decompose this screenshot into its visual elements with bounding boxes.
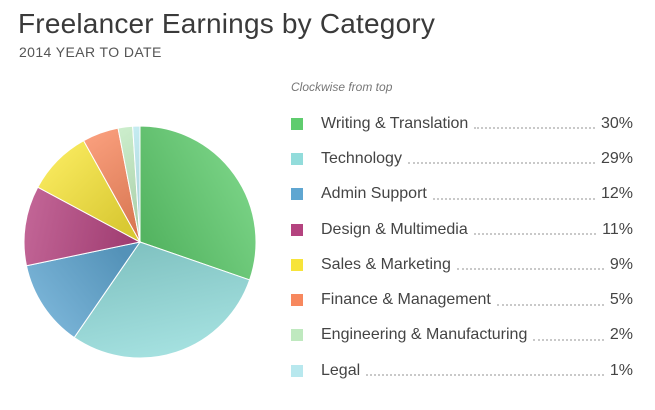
legend-swatch bbox=[291, 188, 303, 201]
legend-percent: 1% bbox=[609, 361, 633, 379]
pie-slice-admin-support bbox=[25, 241, 142, 339]
legend-item-engineering-and-manufacturing: Engineering & Manufacturing 2% bbox=[291, 318, 633, 353]
legend-item-finance-and-management: Finance & Management 5% bbox=[291, 282, 633, 317]
legend-item-admin-support: Admin Support 12% bbox=[291, 177, 633, 212]
legend-percent: 2% bbox=[609, 326, 633, 344]
legend-swatch bbox=[291, 364, 303, 377]
legend-swatch bbox=[291, 117, 303, 130]
pie-slice-legal bbox=[132, 125, 141, 243]
legend-swatch bbox=[291, 329, 303, 342]
legend: Writing & Translation 30% Technology 29% Adm… bbox=[291, 106, 633, 388]
legend-label: Writing & Translation bbox=[321, 114, 469, 132]
leader-dots bbox=[473, 232, 597, 236]
legend-label: Legal bbox=[321, 361, 361, 379]
leader-dots bbox=[474, 126, 595, 130]
legend-label: Engineering & Manufacturing bbox=[321, 326, 528, 344]
pie-slice-writing-and-translation bbox=[139, 125, 257, 281]
legend-percent: 29% bbox=[600, 149, 633, 167]
legend-swatch bbox=[291, 294, 303, 307]
legend-label: Finance & Management bbox=[321, 291, 491, 309]
legend-label: Sales & Marketing bbox=[321, 255, 451, 273]
chart-title: Freelancer Earnings by Category bbox=[18, 8, 436, 39]
legend-percent: 9% bbox=[609, 255, 633, 273]
leader-dots bbox=[456, 267, 604, 271]
legend-label: Admin Support bbox=[321, 185, 427, 203]
legend-item-design-and-multimedia: Design & Multimedia 11% bbox=[291, 212, 633, 247]
legend-percent: 11% bbox=[602, 220, 633, 238]
leader-dots bbox=[496, 303, 604, 306]
pie-slice-design-and-multimedia bbox=[23, 186, 142, 267]
legend-caption: Clockwise from top bbox=[291, 80, 393, 94]
leader-dots bbox=[432, 197, 595, 200]
pie-svg bbox=[23, 125, 257, 359]
leader-dots bbox=[366, 373, 604, 377]
legend-item-technology: Technology 29% bbox=[291, 141, 633, 176]
legend-item-sales-and-marketing: Sales & Marketing 9% bbox=[291, 247, 633, 282]
legend-percent: 30% bbox=[600, 114, 633, 132]
chart-subtitle: 2014 YEAR TO DATE bbox=[19, 44, 162, 60]
legend-label: Design & Multimedia bbox=[321, 220, 468, 238]
legend-swatch bbox=[291, 258, 303, 271]
legend-item-legal: Legal 1% bbox=[291, 353, 633, 388]
pie-slice-technology bbox=[73, 241, 251, 359]
legend-label: Technology bbox=[321, 149, 402, 167]
legend-swatch bbox=[291, 223, 303, 236]
legend-item-writing-and-translation: Writing & Translation 30% bbox=[291, 106, 633, 141]
pie-chart bbox=[22, 124, 258, 360]
legend-swatch bbox=[291, 152, 303, 165]
legend-percent: 5% bbox=[609, 291, 633, 309]
leader-dots bbox=[533, 338, 604, 341]
leader-dots bbox=[407, 161, 595, 165]
legend-percent: 12% bbox=[600, 185, 633, 203]
